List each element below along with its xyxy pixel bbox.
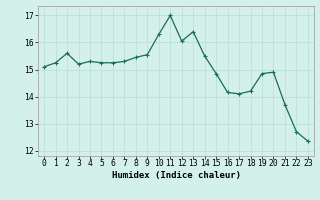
X-axis label: Humidex (Indice chaleur): Humidex (Indice chaleur) <box>111 171 241 180</box>
